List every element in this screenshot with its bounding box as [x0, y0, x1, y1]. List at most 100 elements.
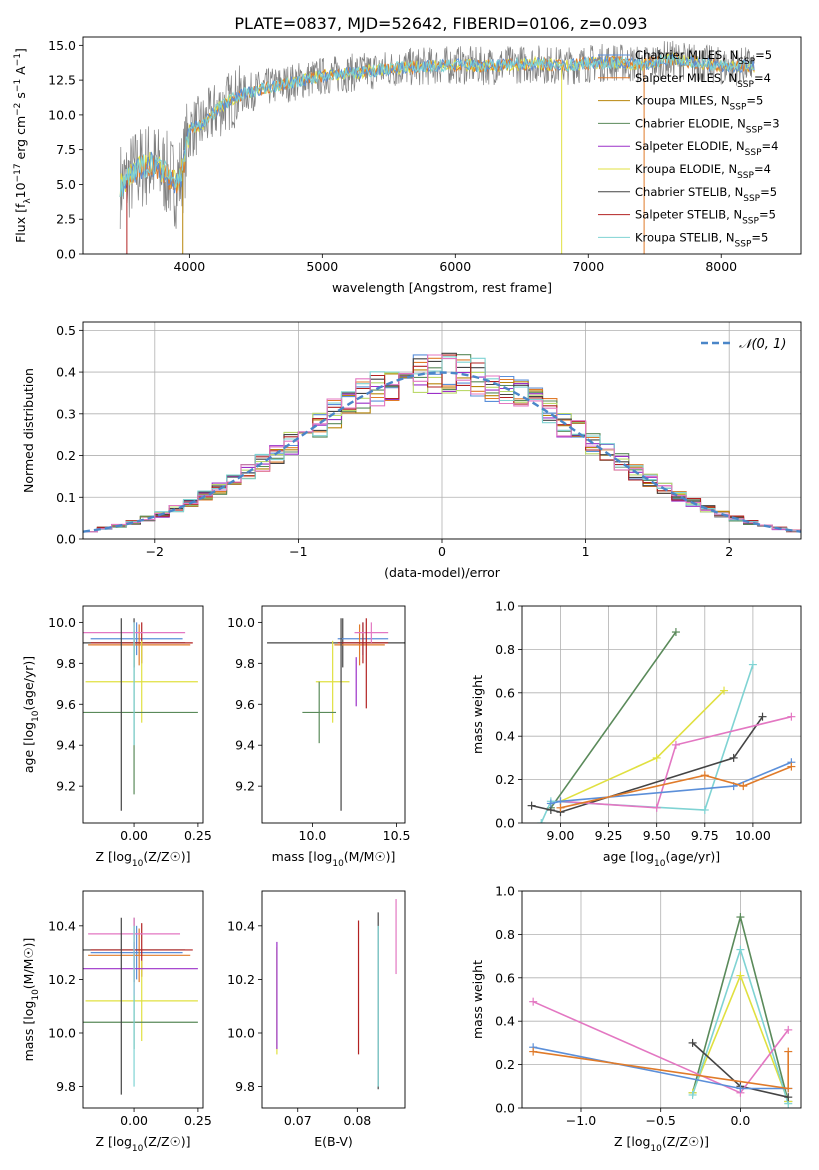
x-axis-label: (data-model)/error [384, 565, 501, 580]
y-tick-label: 10.4 [227, 918, 255, 933]
model-spectrum-kroupa_stelib [119, 54, 755, 198]
panel-z_age: 0.00 0.25 9.2 9.4 9.6 9.8 10.0 Z [log10(Z/Z☉)] a… [21, 605, 212, 869]
x-tick-label: −0.5 [646, 1113, 676, 1128]
axes-frame [82, 605, 204, 824]
weight-line-salpeter_miles [560, 765, 792, 809]
x-tick-label: 0 [438, 544, 446, 559]
panel-weight_age: 9.00 9.25 9.50 9.75 10.00 0.0 0.2 0.4 0.6 0.8 1.0 a… [470, 599, 802, 869]
y-axis-label: Flux [fλ10−17 erg cm−2 s−1 A−1] [13, 48, 33, 243]
y-axis-label: mass weight [470, 675, 485, 754]
y-tick-label: 9.6 [56, 697, 76, 712]
y-tick-label: 9.4 [56, 738, 76, 753]
x-tick-label: 0.08 [343, 1113, 371, 1128]
y-tick-label: 2.5 [56, 212, 76, 227]
x-tick-label: 1 [582, 544, 590, 559]
y-tick-label: 10.2 [227, 972, 255, 987]
x-tick-label: 10.0 [299, 828, 327, 843]
y-tick-label: 9.4 [235, 738, 255, 753]
x-tick-label: −1.0 [566, 1113, 596, 1128]
y-tick-label: 9.8 [235, 656, 255, 671]
legend-label-chabrier_elodie: Chabrier ELODIE, NSSP=3 [635, 116, 780, 135]
x-tick-label: 10.5 [383, 828, 411, 843]
figure-title: PLATE=0837, MJD=52642, FIBERID=0106, z=0… [234, 14, 647, 33]
plot-area-mass_age [267, 618, 405, 811]
x-tick-label: 0.07 [284, 1113, 312, 1128]
plot-area-z_mass [83, 917, 198, 1095]
panels-group: 4000 5000 6000 7000 80000.02.55.07.510.012.5… [13, 36, 802, 1154]
y-tick-label: 0.0 [56, 532, 76, 547]
y-tick-label: 10.0 [48, 107, 76, 122]
y-tick-label: 9.2 [235, 779, 255, 794]
x-axis-label: age [log10(age/yr)] [603, 849, 720, 869]
y-tick-label: 10.0 [227, 615, 255, 630]
x-axis-label: Z [log10(Z/Z☉)] [95, 849, 190, 869]
x-tick-label: 5000 [306, 259, 338, 274]
panel-mass_age: 10.0 10.5 9.2 9.4 9.6 9.8 10.0 mass [log10(M/M☉… [227, 605, 411, 869]
y-tick-label: 9.2 [56, 779, 76, 794]
y-tick-label: 0.2 [495, 1057, 515, 1072]
y-tick-label: 7.5 [56, 142, 76, 157]
panel-spectrum: 4000 5000 6000 7000 8000 0.0 2.5 5.0 7.5 10.0 12.5… [13, 36, 802, 295]
y-tick-label: 10.2 [48, 972, 76, 987]
x-axis-label: Z [log10(Z/Z☉)] [614, 1134, 709, 1154]
y-tick-label: 9.8 [56, 1079, 76, 1094]
weight-line-kroupa_stelib [540, 664, 754, 823]
y-tick-label: 1.0 [495, 884, 515, 899]
x-tick-label: 10.00 [735, 828, 771, 843]
y-tick-label: 0.6 [495, 685, 515, 700]
y-tick-label: 0.8 [495, 642, 515, 657]
x-tick-label: 9.50 [643, 828, 671, 843]
plot-area-weight_age [522, 606, 801, 823]
legend-label-salpeter_elodie: Salpeter ELODIE, NSSP=4 [635, 139, 778, 158]
plot-area-residuals [83, 322, 801, 539]
weight-line-pink [560, 715, 792, 809]
y-tick-label: 0.0 [495, 816, 515, 831]
axes-frame [82, 890, 204, 1109]
axes-frame [521, 605, 802, 824]
x-tick-label: 8000 [705, 259, 737, 274]
plot-area-weight_z [522, 891, 801, 1108]
axes-frame [82, 321, 802, 540]
x-tick-label: 9.25 [595, 828, 623, 843]
x-tick-label: 0.00 [120, 828, 148, 843]
weight-line-chabrier_miles [550, 761, 792, 805]
model-spectrum-salpeter_miles [119, 52, 755, 198]
y-tick-label: 12.5 [48, 73, 76, 88]
x-tick-label: 6000 [439, 259, 471, 274]
x-tick-label: 4000 [173, 259, 205, 274]
y-tick-label: 0.6 [495, 970, 515, 985]
y-tick-label: 10.4 [48, 918, 76, 933]
y-tick-label: 5.0 [56, 177, 76, 192]
x-tick-label: 2 [725, 544, 733, 559]
y-tick-label: 0.3 [56, 406, 76, 421]
y-tick-label: 0.4 [495, 729, 515, 744]
weight-line-kroupa_elodie [560, 690, 725, 803]
y-tick-label: 10.0 [227, 1025, 255, 1040]
y-tick-label: 0.5 [56, 323, 76, 338]
x-tick-label: 9.75 [691, 828, 719, 843]
panel-ebv_mass: 0.07 0.08 9.8 10.0 10.2 10.4 E(B-V) [227, 890, 406, 1149]
x-axis-label: wavelength [Angstrom, rest frame] [332, 280, 552, 295]
x-axis-label: Z [log10(Z/Z☉)] [95, 1134, 190, 1154]
y-tick-label: 10.0 [48, 615, 76, 630]
y-tick-label: 10.0 [48, 1025, 76, 1040]
y-tick-label: 0.8 [495, 927, 515, 942]
y-tick-label: 1.0 [495, 599, 515, 614]
y-tick-label: 0.4 [495, 1014, 515, 1029]
legend-label-gaussian: 𝒩(0, 1) [739, 337, 786, 352]
legend-label-kroupa_stelib: Kroupa STELIB, NSSP=5 [635, 230, 768, 249]
axes-frame [82, 36, 802, 255]
plot-area-z_age [83, 618, 198, 811]
legend-label-chabrier_miles: Chabrier MILES, NSSP=5 [635, 48, 772, 67]
x-tick-label: 0.00 [120, 1113, 148, 1128]
weight-line-chabrier_stelib [531, 716, 764, 813]
weight-line-chabrier_elodie [550, 631, 677, 809]
x-tick-label: 0.25 [184, 828, 212, 843]
axes-frame [521, 890, 802, 1109]
y-tick-label: 0.2 [56, 448, 76, 463]
y-axis-label: Normed distribution [21, 368, 36, 493]
axes-frame [261, 890, 406, 1109]
y-tick-label: 15.0 [48, 38, 76, 53]
plot-area-spectrum [119, 40, 755, 254]
